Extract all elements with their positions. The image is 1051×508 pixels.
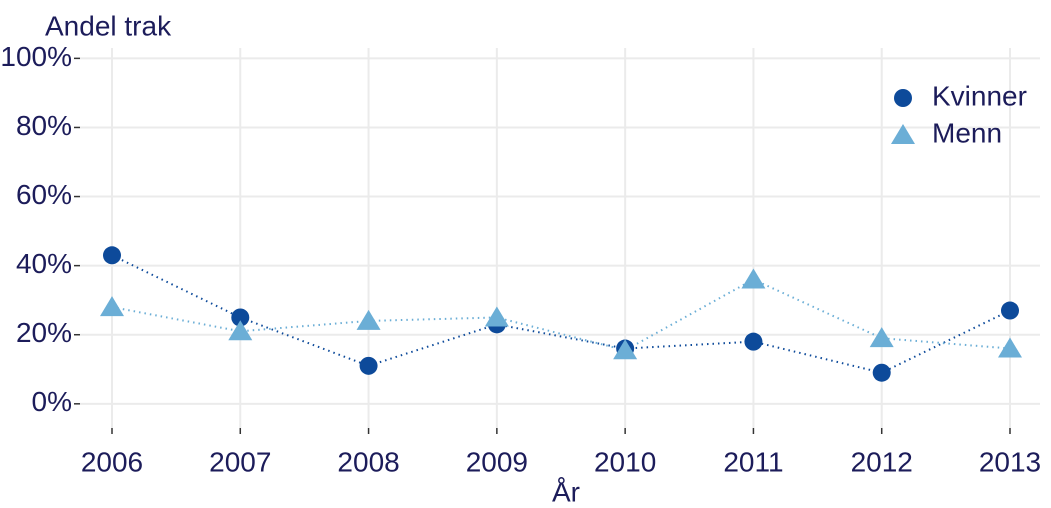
data-point	[228, 320, 253, 341]
data-point	[744, 332, 763, 351]
legend-marker	[894, 89, 912, 107]
data-point	[359, 356, 378, 375]
x-tick-label: 2012	[851, 446, 913, 477]
data-point	[484, 306, 509, 327]
x-tick-label: 2006	[81, 446, 143, 477]
y-tick-label: 60%	[16, 179, 72, 210]
y-tick-label: 0%	[32, 386, 72, 417]
legend-label: Menn	[932, 117, 1002, 148]
x-tick-label: 2013	[979, 446, 1041, 477]
data-point	[998, 337, 1022, 358]
data-point	[1001, 301, 1019, 320]
data-point	[100, 296, 124, 317]
data-point	[231, 308, 250, 327]
data-point	[872, 363, 891, 382]
x-tick-label: 2009	[466, 446, 528, 477]
y-axis-label: Andel trak	[45, 10, 172, 41]
y-tick-label: 40%	[16, 248, 72, 279]
x-tick-label: 2010	[594, 446, 656, 477]
series-line	[111, 254, 1011, 374]
x-tick-label: 2007	[209, 446, 271, 477]
data-point	[613, 339, 638, 360]
data-point	[741, 268, 766, 289]
x-tick-label: 2008	[337, 446, 399, 477]
data-point	[356, 309, 381, 330]
data-point	[869, 327, 894, 348]
x-tick-label: 2011	[723, 446, 783, 477]
y-tick-label: 100%	[0, 41, 72, 72]
legend-marker	[891, 124, 915, 144]
legend-label: Kvinner	[932, 80, 1027, 111]
y-tick-label: 20%	[16, 317, 72, 348]
x-axis-label: År	[552, 476, 580, 507]
data-point	[103, 246, 121, 265]
y-tick-label: 80%	[16, 110, 72, 141]
